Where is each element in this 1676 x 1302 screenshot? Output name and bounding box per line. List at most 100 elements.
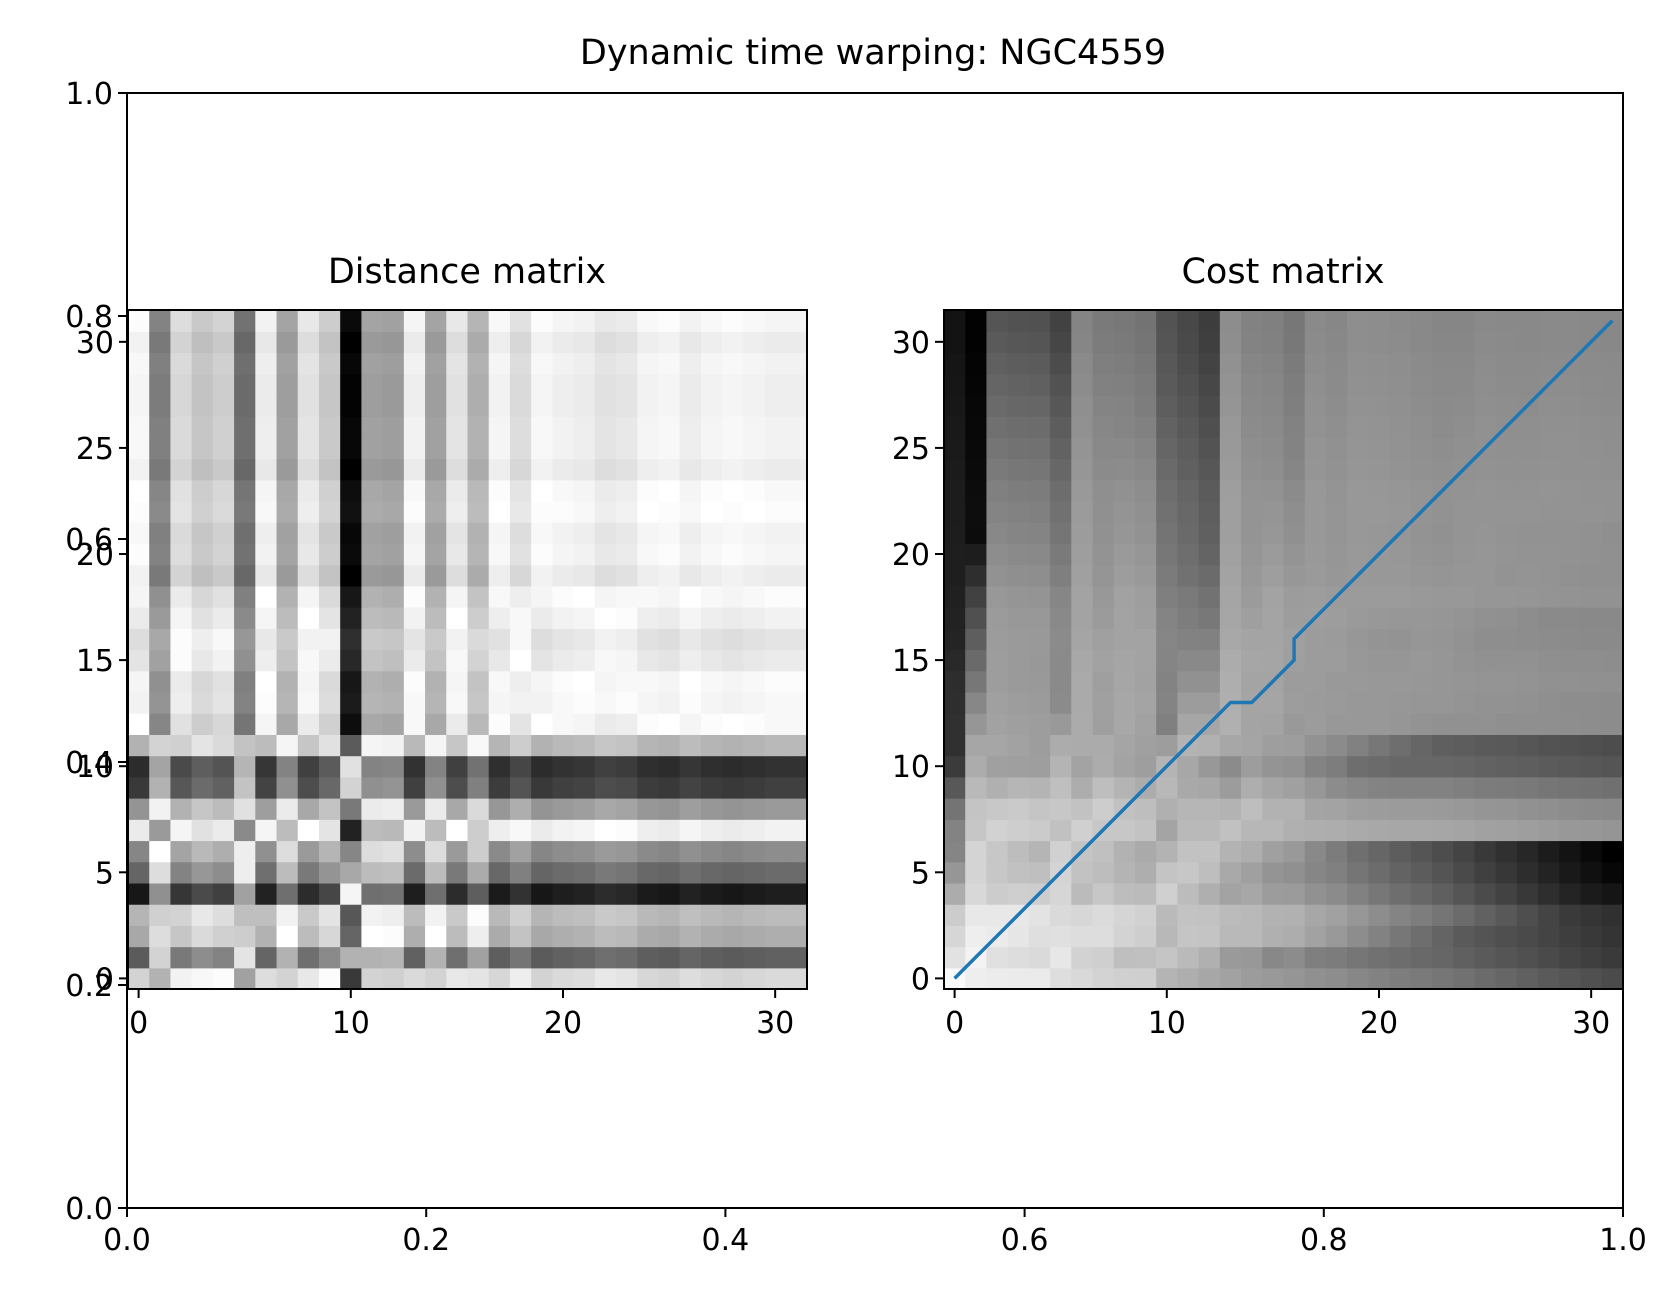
cost-matrix-cell — [1389, 861, 1412, 884]
distance-matrix-cell — [552, 819, 575, 842]
distance-matrix-cell — [743, 373, 766, 396]
distance-matrix-cell — [191, 691, 214, 714]
distance-matrix-cell — [191, 458, 214, 481]
distance-matrix-cell — [722, 649, 744, 672]
distance-matrix-cell — [531, 352, 553, 375]
cost-matrix-cell — [1432, 416, 1454, 438]
cost-matrix-cell — [1007, 373, 1030, 396]
distance-matrix-cell — [403, 840, 426, 863]
cost-matrix-cell — [1368, 522, 1391, 545]
distance-matrix-cell — [467, 607, 490, 629]
distance-matrix-cell — [170, 458, 193, 481]
distance-matrix-cell — [340, 458, 363, 481]
distance-matrix-cell — [785, 458, 808, 481]
distance-matrix-cell — [276, 649, 299, 672]
cost-matrix-cell — [1410, 925, 1433, 948]
distance-matrix-cell — [764, 331, 787, 354]
distance-matrix-cell — [764, 628, 787, 651]
cost-matrix-cell — [944, 734, 966, 757]
cost-matrix-cell — [1368, 882, 1391, 905]
distance-matrix-cell — [700, 967, 723, 990]
distance-matrix-cell — [340, 798, 363, 820]
distance-matrix-cell — [318, 691, 341, 714]
cost-matrix-cell — [1071, 479, 1094, 502]
distance-matrix-cell — [488, 522, 511, 545]
distance-matrix-cell — [191, 564, 214, 587]
distance-matrix-cell — [255, 437, 278, 460]
distance-matrix-cell — [212, 925, 235, 948]
cost-matrix-cell — [1028, 776, 1051, 799]
cost-matrix-cell — [1389, 585, 1412, 608]
distance-matrix-cell — [191, 310, 214, 332]
cost-matrix-cell — [1113, 649, 1136, 672]
cost-matrix-cell — [1495, 522, 1518, 545]
distance-matrix-cell — [700, 416, 723, 438]
cost-matrix-cell — [1410, 734, 1433, 757]
distance-matrix-cell — [785, 479, 808, 502]
distance-matrix-cell — [764, 479, 787, 502]
cost-matrix-cell — [1474, 543, 1497, 566]
distance-matrix-cell — [488, 479, 511, 502]
distance-matrix-cell — [234, 331, 256, 354]
distance-matrix-cell — [276, 437, 299, 460]
distance-matrix-cell — [573, 607, 596, 629]
cost-matrix-cell — [1092, 607, 1115, 629]
distance-matrix-cell — [700, 394, 723, 417]
cost-matrix-cell — [1113, 628, 1136, 651]
distance-matrix-cell — [488, 691, 511, 714]
distance-matrix-cell — [594, 713, 617, 735]
distance-matrix-cell — [700, 904, 723, 926]
cost-matrix-cell — [965, 564, 988, 587]
distance-matrix-cell — [552, 416, 575, 438]
cost-matrix-cell — [1134, 331, 1157, 354]
distance-matrix-cell — [297, 607, 320, 629]
distance-matrix-cell — [658, 310, 681, 332]
cost-matrix-cell — [1559, 776, 1582, 799]
cost-matrix-cell — [944, 946, 966, 969]
distance-matrix-cell — [743, 416, 766, 438]
cost-matrix-cell — [1219, 925, 1242, 948]
cost-matrix-cell — [1368, 819, 1391, 842]
cost-matrix-cell — [1177, 437, 1200, 460]
cost-matrix-cell — [1283, 819, 1306, 842]
cost-matrix-cell — [1538, 437, 1560, 460]
cost-matrix-cell — [1495, 925, 1518, 948]
cost-matrix-cell — [1156, 394, 1179, 417]
distance-matrix-cell — [637, 352, 660, 375]
distance-matrix-cell — [212, 607, 235, 629]
distance-matrix-cell — [340, 776, 363, 799]
distance-matrix-cell — [531, 649, 553, 672]
cost-matrix-cell — [1347, 776, 1369, 799]
cost-matrix-cell — [1410, 861, 1433, 884]
cost-matrix-cell — [965, 479, 988, 502]
distance-matrix-cell — [149, 607, 172, 629]
cost-matrix-cell — [1071, 925, 1094, 948]
distance-matrix-cell — [318, 607, 341, 629]
cost-matrix-cell — [1134, 394, 1157, 417]
cost-matrix-cell — [1538, 734, 1560, 757]
cost-matrix-cell — [1283, 840, 1306, 863]
distance-matrix-cell — [573, 310, 596, 332]
distance-matrix-cell — [637, 437, 660, 460]
distance-matrix-cell — [467, 310, 490, 332]
cost-matrix-cell — [1410, 564, 1433, 587]
distance-matrix-cell — [128, 437, 150, 460]
cost-matrix-cell — [1219, 861, 1242, 884]
cost-matrix-cell — [1177, 373, 1200, 396]
cost-matrix-cell — [1092, 904, 1115, 926]
distance-matrix-cell — [743, 649, 766, 672]
cost-matrix-cell — [1050, 458, 1072, 481]
distance-matrix-cell — [616, 798, 638, 820]
cost-matrix-cell — [1580, 564, 1603, 587]
distance-matrix-cell — [212, 798, 235, 820]
cost-matrix-cell — [1410, 585, 1433, 608]
distance-matrix-cell — [722, 607, 744, 629]
cost-matrix-cell — [965, 670, 988, 693]
cost-matrix-cell — [1601, 691, 1624, 714]
distance-matrix-cell — [509, 967, 532, 990]
cost-matrix-cell — [944, 352, 966, 375]
distance-matrix-cell — [425, 670, 447, 693]
cost-matrix-cell — [1028, 585, 1051, 608]
distance-matrix-cell — [594, 585, 617, 608]
